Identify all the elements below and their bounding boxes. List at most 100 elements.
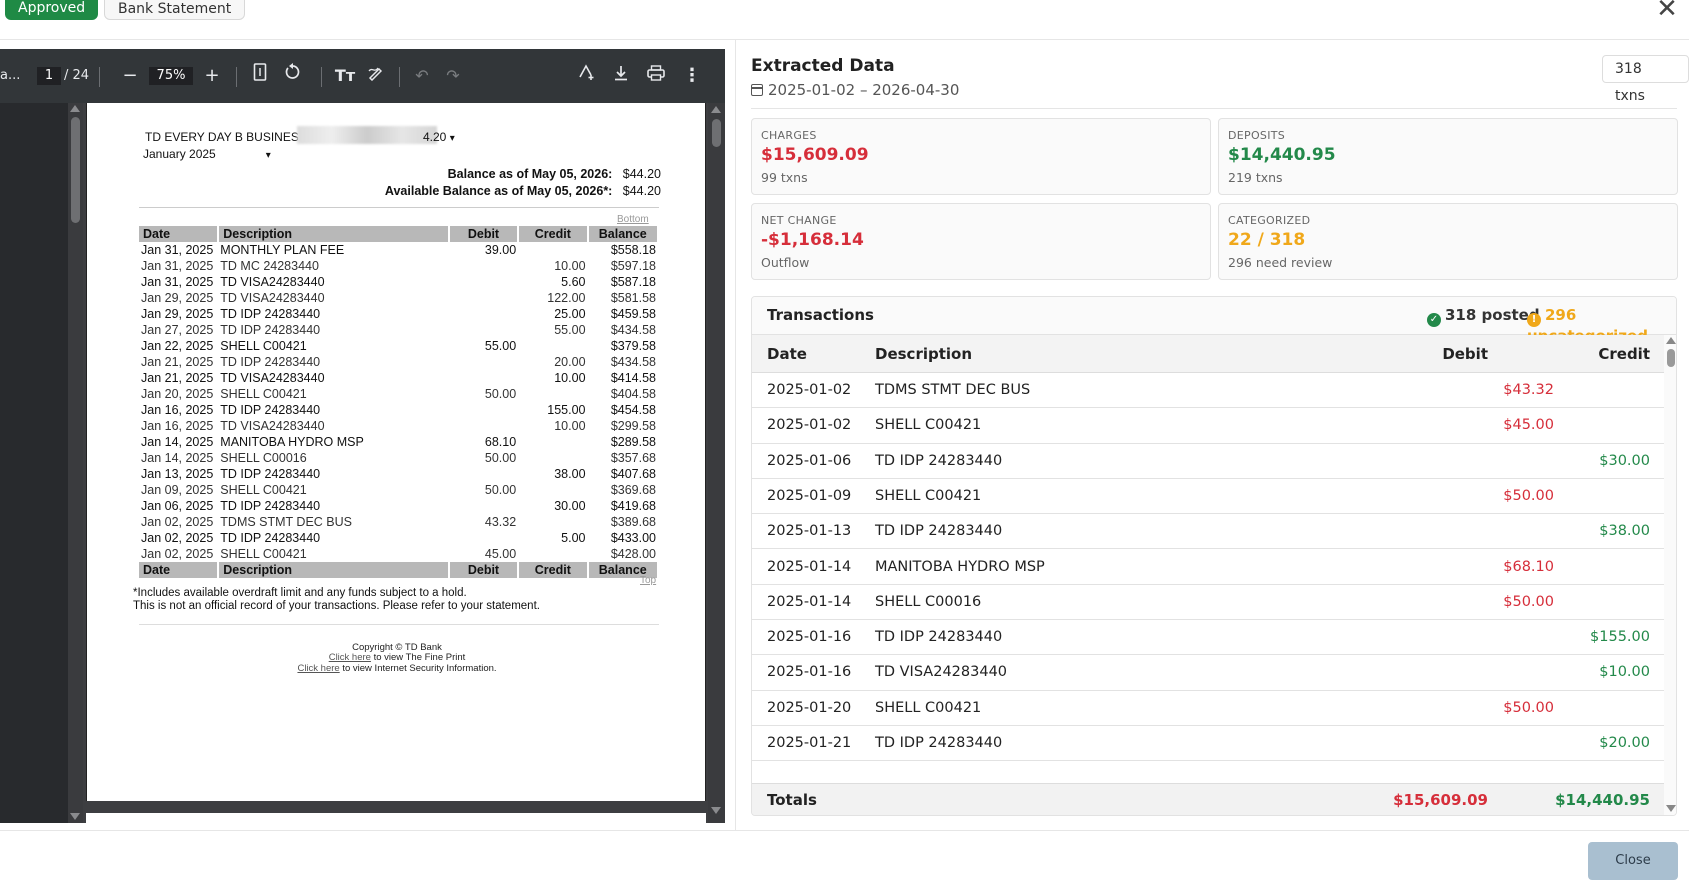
table-row[interactable]: 2025-01-16 TD VISA24283440 $10.00 [752,655,1664,691]
copyright: Copyright © TD Bank [352,642,442,653]
page-number-input[interactable]: 1 [37,67,61,85]
statement-date: Jan 13, 2025 [141,467,214,481]
col-debit[interactable]: Debit [1442,345,1488,363]
statement-row: Jan 06, 2025 TD IDP 24283440 30.00 $419.68 [139,498,658,514]
table-row[interactable]: 2025-01-13 TD IDP 24283440 $38.00 [752,514,1664,550]
col-credit[interactable]: Credit [1598,345,1650,363]
statement-balance: $428.00 [610,547,656,561]
statement-balance: $459.58 [610,307,656,321]
statement-date: Jan 31, 2025 [141,243,214,257]
categorized-card: CATEGORIZED 22 / 318 296 need review [1218,203,1678,280]
modal-footer: Close [0,830,1689,880]
sidebar-scrollbar[interactable] [68,103,83,823]
row-description: MANITOBA HYDRO MSP [875,558,1045,575]
top-link[interactable]: Top [640,575,657,586]
security-info-link[interactable]: Click here [297,663,340,674]
statement-balance: $454.58 [610,403,656,417]
add-shape-icon[interactable] [574,49,598,103]
scroll-down-icon[interactable] [1666,805,1676,812]
table-row[interactable]: 2025-01-09 SHELL C00421 $50.00 [752,479,1664,515]
statement-date: Jan 02, 2025 [141,515,214,529]
disclaimer: This is not an official record of your t… [133,600,540,612]
divider [139,207,659,208]
close-button[interactable]: Close [1588,842,1678,880]
download-icon[interactable] [609,49,633,103]
divider [751,108,1677,109]
divider [139,624,659,625]
statement-balance: $558.18 [610,243,656,257]
table-row[interactable]: 2025-01-06 TD IDP 24283440 $30.00 [752,444,1664,479]
row-description: TD IDP 24283440 [875,735,1003,751]
scroll-down-icon[interactable] [711,807,721,814]
zoom-input[interactable]: 75% [149,67,193,85]
modal-header: Approved Bank Statement ✕ [0,0,1689,40]
statement-description: SHELL C00421 [220,547,307,561]
card-sub: 296 need review [1228,255,1333,270]
zoom-in-icon[interactable]: + [204,65,220,86]
close-icon[interactable]: ✕ [1656,0,1678,24]
statement-balance: $434.58 [610,355,656,369]
row-date: 2025-01-13 [767,523,852,540]
statement-debit: 50.00 [484,483,517,497]
statement-date: Jan 02, 2025 [141,531,214,545]
col-credit: Credit [518,226,589,242]
scrollbar-thumb[interactable] [1667,349,1675,367]
statement-balance: $369.68 [610,483,656,497]
card-label: NET CHANGE [761,214,837,227]
bottom-link[interactable]: Bottom [617,214,649,225]
row-credit: $30.00 [1599,452,1650,469]
statement-description: TD IDP 24283440 [220,323,321,337]
statement-description: TD IDP 24283440 [220,467,321,481]
statement-description: MONTHLY PLAN FEE [220,243,345,257]
print-icon[interactable] [644,49,668,103]
statement-row: Jan 14, 2025 MANITOBA HYDRO MSP 68.10 $289.… [139,434,658,450]
scroll-up-icon[interactable] [1666,337,1676,344]
text-icon[interactable]: Tт [334,66,356,85]
redo-icon[interactable]: ↷ [446,66,460,85]
table-row[interactable]: 2025-01-14 SHELL C00016 $50.00 [752,585,1664,621]
statement-balance: $581.58 [610,291,656,305]
table-row[interactable]: 2025-01-02 TDMS STMT DEC BUS $43.32 [752,373,1664,409]
statement-debit: 39.00 [484,243,517,257]
scrollbar-thumb[interactable] [712,119,721,147]
page-canvas: TD EVERY DAY B BUSINESS 4.20 ▾ January 2… [86,103,706,823]
scroll-up-icon[interactable] [70,105,80,112]
statement-header-row: Date Description Debit Credit Balance [139,226,660,242]
fit-page-icon[interactable] [248,49,272,103]
draw-icon[interactable] [364,49,388,103]
page-scrollbar[interactable] [708,103,725,823]
row-description: SHELL C00421 [875,699,982,716]
table-row[interactable]: 2025-01-02 SHELL C00421 $45.00 [752,408,1664,444]
undo-icon[interactable]: ↶ [415,66,429,85]
row-description: TD IDP 24283440 [875,452,1003,469]
row-description: SHELL C00016 [875,593,982,610]
statement-credit [518,242,587,258]
statement-date: Jan 31, 2025 [141,275,214,289]
pdf-viewer: a... 1 / 24 − 75% + Tт ↶ ↷ ⋮ [0,49,725,823]
table-row[interactable]: 2025-01-20 SHELL C00421 $50.00 [752,691,1664,726]
statement-credit: 55.00 [554,323,586,337]
statement-balance: $289.58 [610,435,656,449]
statement-credit [518,338,587,354]
col-description[interactable]: Description [875,345,973,363]
scroll-up-icon[interactable] [711,106,721,113]
scrollbar-thumb[interactable] [71,117,80,223]
statement-row: Jan 29, 2025 TD VISA24283440 122.00 $581.58 [139,290,658,306]
zoom-out-icon[interactable]: − [122,65,138,86]
security-info-line: Click here to view Internet Security Inf… [297,663,497,674]
table-row[interactable]: 2025-01-16 TD IDP 24283440 $155.00 [752,620,1664,656]
row-debit: $50.00 [1503,699,1554,716]
table-scrollbar[interactable] [1664,335,1676,815]
table-row[interactable]: 2025-01-21 TD IDP 24283440 $20.00 [752,726,1664,762]
rotate-icon[interactable] [281,49,305,103]
fine-print-link[interactable]: Click here [328,652,371,663]
col-date[interactable]: Date [767,345,807,363]
statement-footer-row: Date Description Debit Credit Balance [139,562,660,578]
card-sub: 219 txns [1228,170,1283,185]
statement-balance: $433.00 [610,531,656,545]
more-icon[interactable]: ⋮ [683,65,701,86]
table-row[interactable]: 2025-01-14 MANITOBA HYDRO MSP $68.10 [752,550,1664,585]
statement-debit [449,306,518,322]
scroll-down-icon[interactable] [70,813,80,820]
statement-description: SHELL C00421 [220,483,307,497]
